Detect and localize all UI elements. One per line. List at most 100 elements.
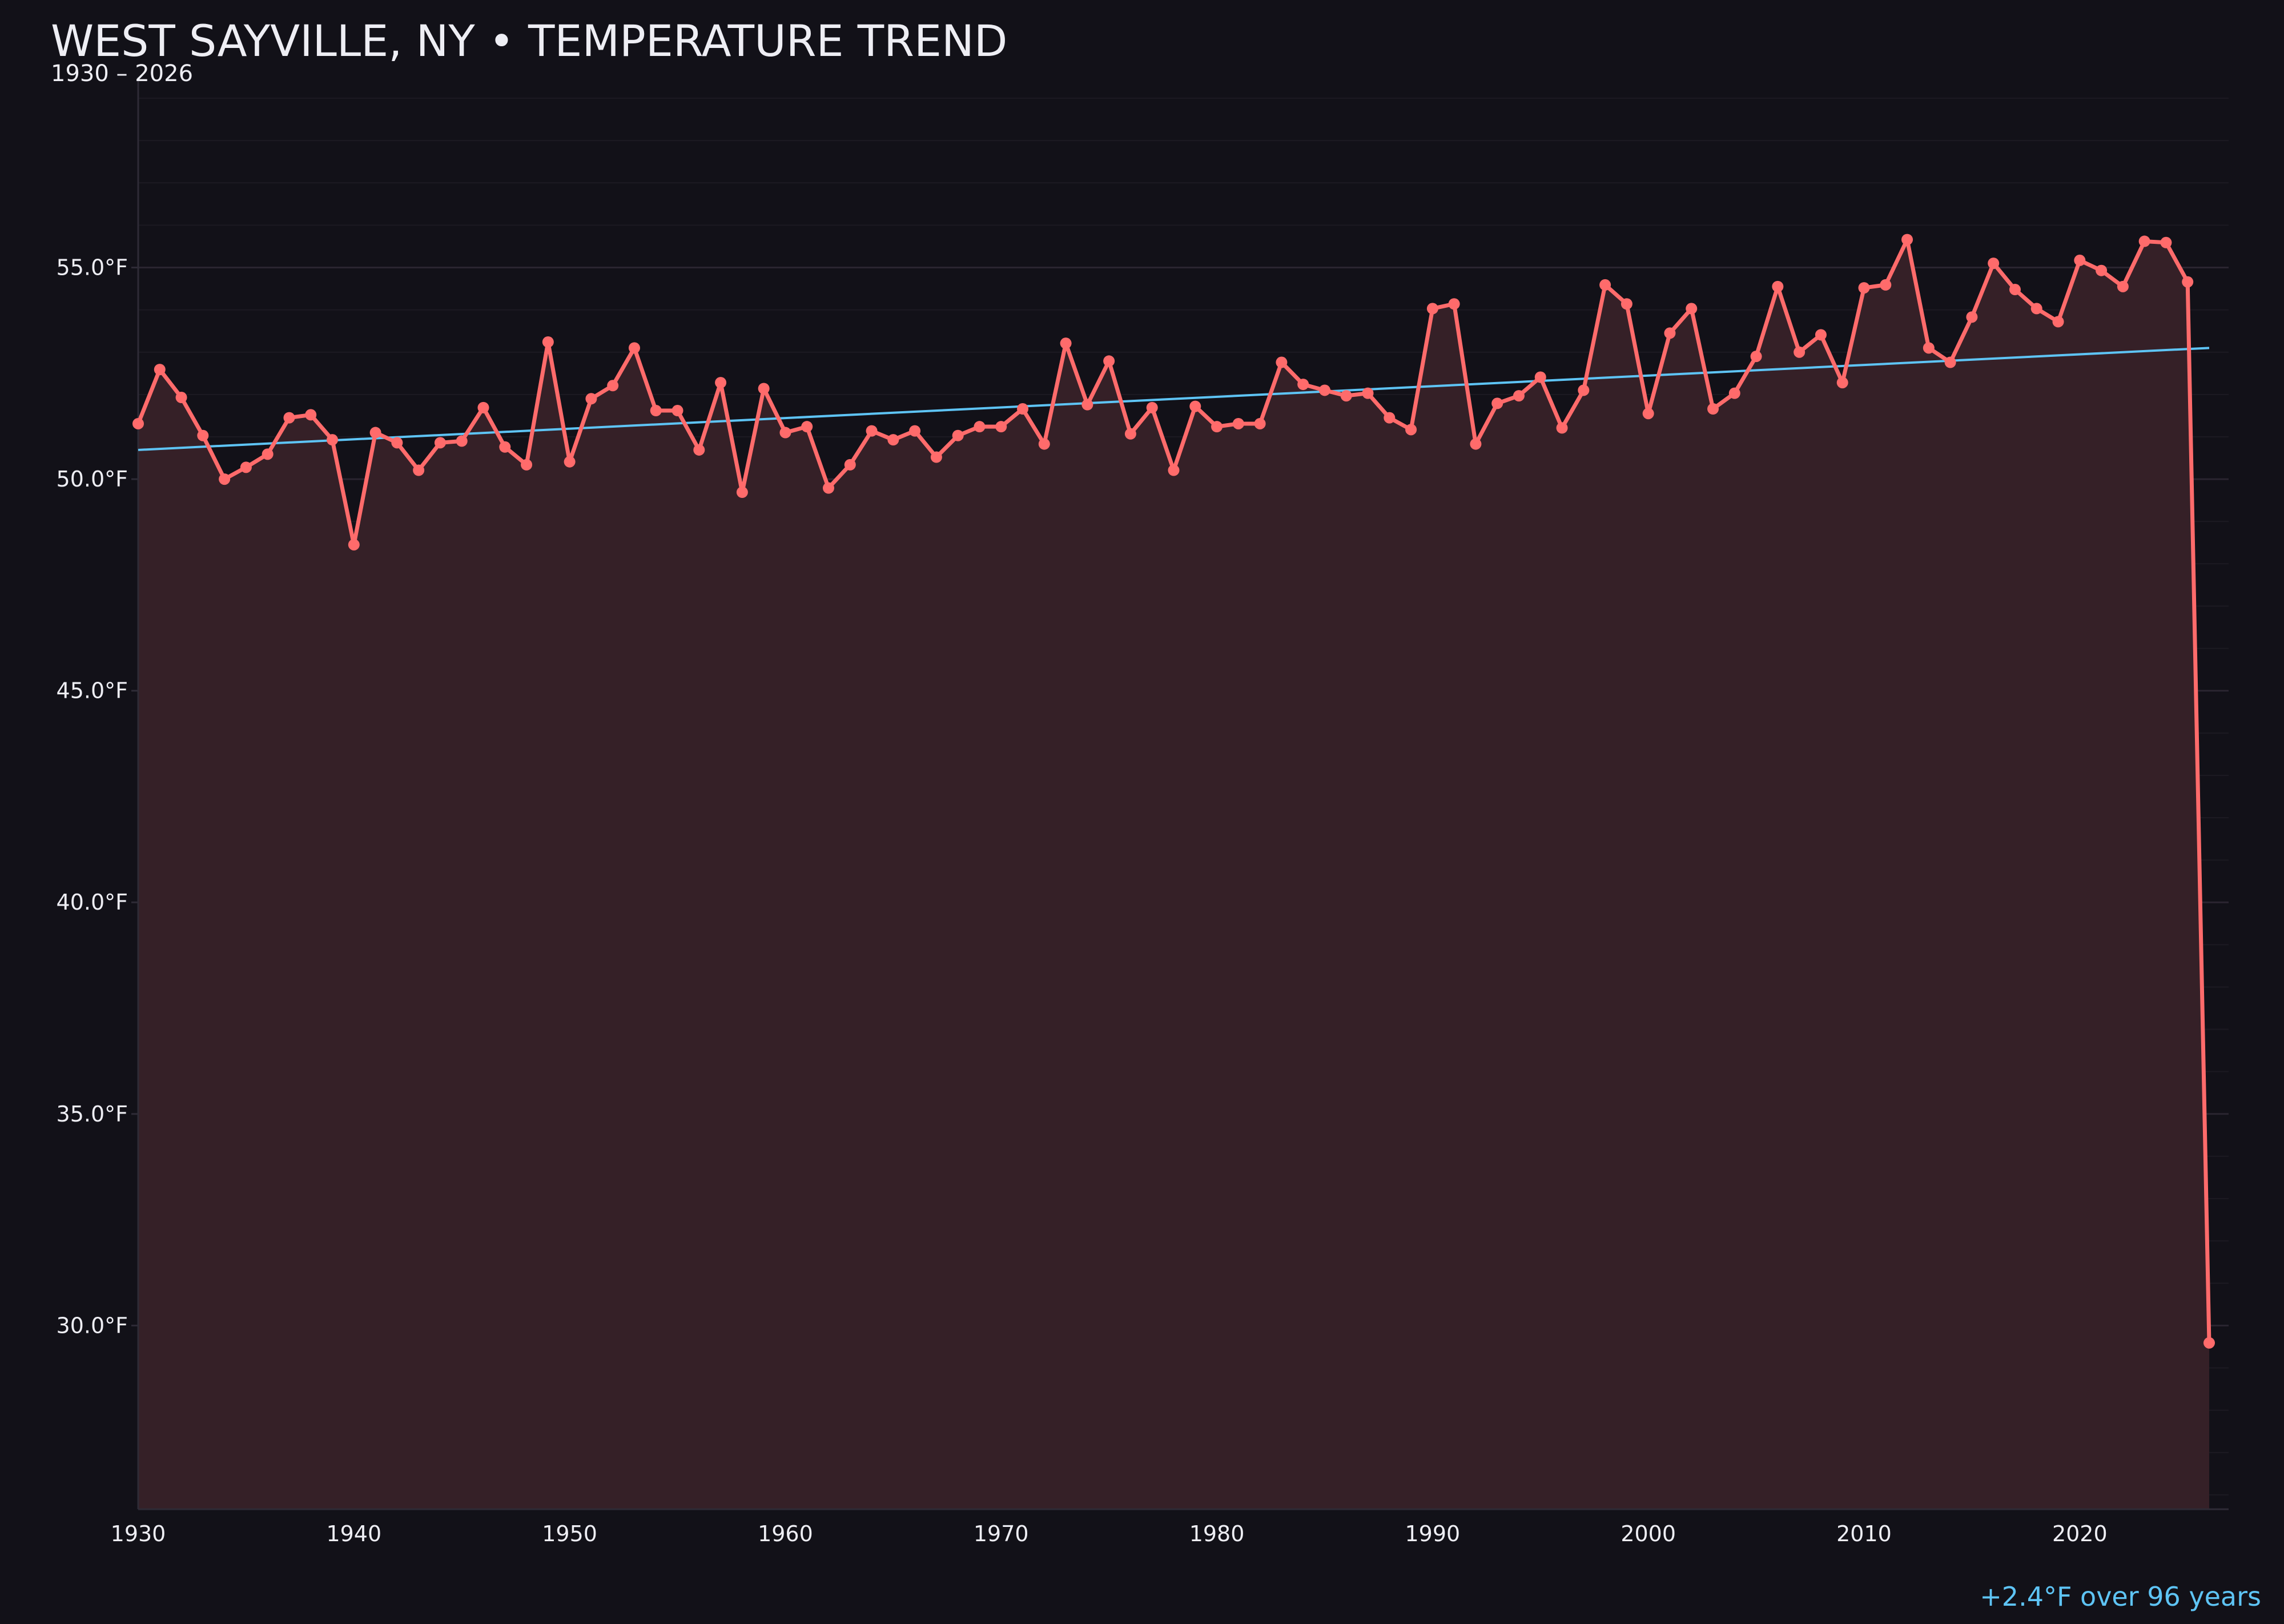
y-tick-label: 45.0°F (57, 678, 128, 704)
data-point (1707, 403, 1719, 415)
area-fill (138, 239, 2209, 1510)
data-point (1901, 234, 1913, 246)
data-point (1491, 397, 1503, 409)
data-point (628, 342, 640, 354)
data-point (1384, 412, 1396, 424)
data-point (1081, 399, 1093, 411)
data-point (132, 417, 144, 429)
data-point (1103, 355, 1115, 367)
data-point (2182, 276, 2194, 288)
x-tick-label: 2010 (1836, 1521, 1892, 1546)
y-tick-label: 35.0°F (57, 1102, 128, 1127)
data-point (1642, 408, 1654, 420)
data-point (1038, 438, 1050, 450)
data-point (1017, 403, 1029, 415)
data-point (1880, 279, 1892, 291)
data-point (1362, 387, 1374, 399)
data-point (240, 461, 252, 473)
data-point (154, 364, 166, 376)
data-point (197, 429, 209, 441)
data-point (1060, 337, 1072, 349)
x-tick-label: 1980 (1189, 1521, 1245, 1546)
data-point (305, 409, 317, 421)
data-point (693, 444, 705, 456)
data-point (175, 392, 187, 404)
data-point (1858, 282, 1870, 294)
y-tick-label: 40.0°F (57, 890, 128, 915)
data-point (1966, 311, 1978, 323)
data-point (1426, 303, 1438, 315)
data-point (348, 538, 360, 550)
data-point (995, 421, 1007, 433)
data-point (542, 336, 554, 348)
data-point (1124, 428, 1136, 440)
data-point (2074, 254, 2086, 266)
data-point (1686, 303, 1698, 315)
data-point (1923, 342, 1935, 354)
x-tick-label: 1990 (1405, 1521, 1461, 1546)
data-point (1405, 424, 1417, 436)
data-point (1232, 417, 1244, 429)
x-tick-label: 1940 (326, 1521, 381, 1546)
x-tick-label: 1960 (758, 1521, 813, 1546)
data-point (607, 380, 619, 392)
data-point (779, 427, 791, 439)
data-point (2009, 284, 2021, 296)
x-tick-label: 1930 (111, 1521, 166, 1546)
data-point (974, 421, 986, 433)
data-point (1578, 384, 1590, 396)
data-point (1728, 387, 1740, 399)
data-point (715, 377, 727, 389)
data-point (477, 401, 489, 413)
x-tick-labels: 1930 1940 1950 1960 1970 1980 1990 2000 2010 2020 (111, 1521, 2108, 1546)
data-point (1556, 422, 1568, 434)
x-tick-label: 2000 (1620, 1521, 1676, 1546)
data-point (736, 487, 748, 499)
data-point (2160, 236, 2172, 248)
data-point (1470, 438, 1482, 450)
data-point (2052, 316, 2064, 328)
data-point (1276, 356, 1288, 368)
x-tick-label: 1950 (542, 1521, 597, 1546)
x-tick-label: 1970 (974, 1521, 1029, 1546)
y-tick-label: 55.0°F (57, 255, 128, 280)
trend-line (138, 347, 2210, 451)
data-point (434, 437, 446, 449)
data-point (1836, 377, 1848, 389)
data-point (866, 425, 878, 437)
data-point (1944, 356, 1956, 368)
y-tick-label: 50.0°F (57, 467, 128, 492)
data-point (1794, 346, 1806, 358)
data-point (369, 427, 381, 439)
y-tick-labels: 30.0°F 35.0°F 40.0°F 45.0°F 50.0°F 55.0°F (57, 255, 138, 1338)
data-point (1211, 421, 1223, 433)
data-point (1513, 390, 1525, 402)
data-point (521, 459, 533, 471)
y-tick-label: 30.0°F (57, 1313, 128, 1338)
data-point (1988, 258, 2000, 270)
chart-title: WEST SAYVILLE, NY • TEMPERATURE TREND (51, 15, 1007, 66)
chart-subtitle: 1930 – 2026 (51, 61, 193, 87)
data-point (952, 429, 964, 441)
data-point (2117, 280, 2129, 292)
data-point (801, 421, 813, 433)
data-point (2030, 303, 2042, 315)
data-points (132, 234, 2215, 1349)
data-point (283, 412, 295, 424)
data-point (2203, 1337, 2215, 1349)
data-point (1318, 384, 1330, 396)
data-point (327, 434, 339, 446)
data-point (564, 456, 576, 468)
data-point (650, 405, 662, 417)
data-point (391, 437, 403, 449)
data-point (585, 393, 597, 405)
data-point (2138, 235, 2150, 247)
data-point (456, 435, 468, 447)
data-point (1146, 401, 1158, 413)
data-point (887, 434, 899, 446)
data-point (499, 441, 511, 453)
data-point (909, 425, 921, 437)
data-point (1534, 371, 1546, 383)
data-point (413, 464, 425, 476)
